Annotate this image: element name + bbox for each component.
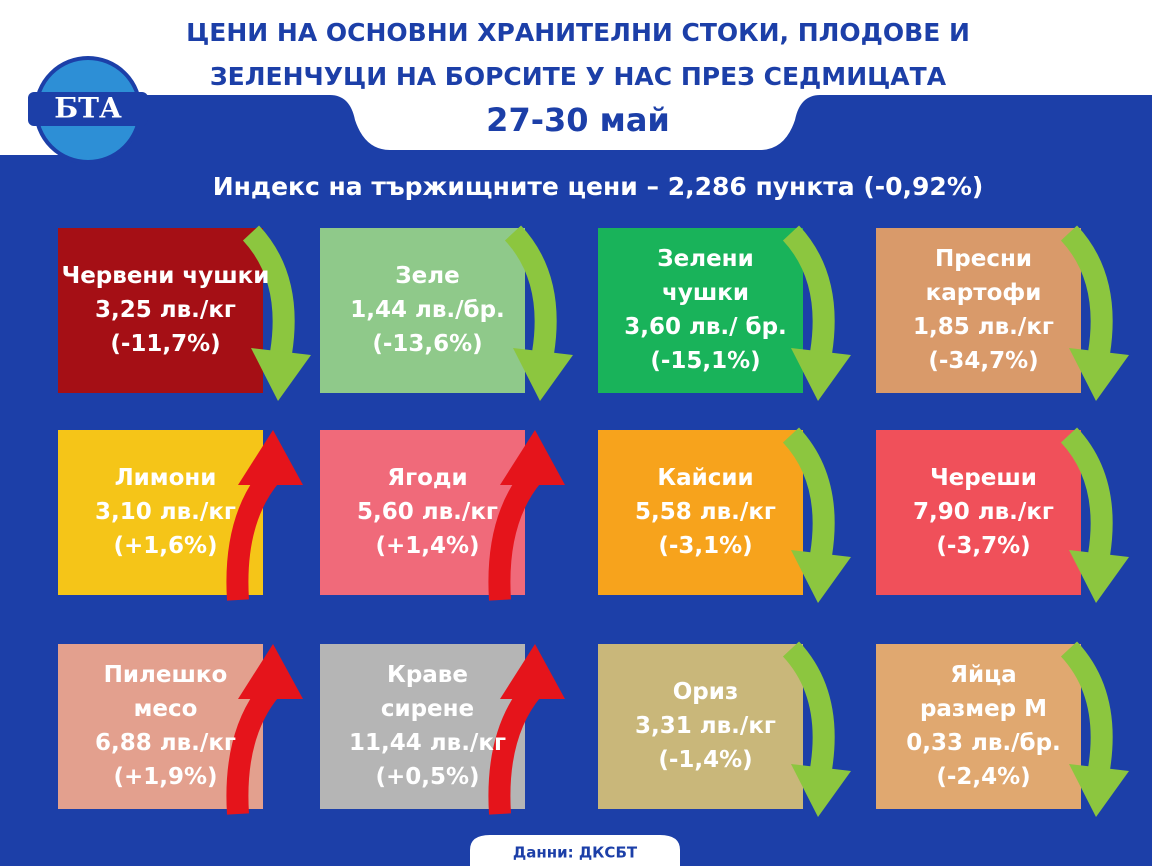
arrow-up (488, 681, 542, 815)
header-panel (0, 0, 1152, 150)
tile-name: Зелени (657, 246, 753, 272)
tile-name: Краве (387, 662, 468, 688)
tile-change: (-3,1%) (658, 533, 752, 559)
title-line: ЦЕНИ НА ОСНОВНИ ХРАНИТЕЛНИ СТОКИ, ПЛОДОВ… (186, 18, 970, 47)
tile-change: (-13,6%) (372, 331, 482, 357)
tile (876, 430, 1081, 595)
tile-name: сирене (381, 696, 474, 722)
arrow-head (791, 348, 851, 401)
arrow-head (500, 644, 565, 699)
arrow-up (226, 681, 280, 815)
source-panel (470, 835, 680, 866)
arrow-head (251, 348, 311, 401)
title-line: ЗЕЛЕНЧУЦИ НА БОРСИТЕ У НАС ПРЕЗ СЕДМИЦАТ… (210, 62, 947, 91)
arrow-down (242, 225, 295, 355)
tile (598, 430, 803, 595)
tile-name: чушки (662, 280, 749, 306)
tile (876, 644, 1081, 809)
tile-name: Ягоди (387, 465, 467, 491)
tile-change: (-3,7%) (936, 533, 1030, 559)
tile (320, 228, 525, 393)
tile-change: (+1,6%) (113, 533, 217, 559)
tile-name: размер М (920, 696, 1047, 722)
arrow-down (504, 225, 557, 355)
logo-band (28, 92, 148, 126)
tile-change: (-2,4%) (936, 764, 1030, 790)
arrow-down (782, 427, 835, 557)
arrow-head (791, 764, 851, 817)
tile-price: 3,60 лв./ бр. (624, 314, 787, 340)
tile-change: (-11,7%) (110, 331, 220, 357)
arrow-up (226, 467, 280, 601)
logo-text: БТА (54, 92, 122, 125)
tile-price: 7,90 лв./кг (913, 499, 1054, 525)
tiles: Червени чушки 3,25 лв./кг (-11,7%) Зеле 1,44… (58, 225, 1129, 817)
tile (598, 644, 803, 809)
tile-name: Червени чушки (62, 263, 270, 289)
tile-name: Ориз (673, 679, 739, 705)
tile-price: 3,10 лв./кг (95, 499, 236, 525)
arrow-head (1069, 764, 1129, 817)
tile-name: Череши (930, 465, 1037, 491)
tile-price: 1,44 лв./бр. (350, 297, 505, 323)
arrow-head (238, 644, 303, 699)
tile-name: месо (134, 696, 198, 722)
tile-price: 1,85 лв./кг (913, 314, 1054, 340)
arrow-down (782, 641, 835, 771)
tile (876, 228, 1081, 393)
tile-name: Яйца (950, 662, 1016, 688)
tile-name: Пресни (935, 246, 1032, 272)
arrow-head (500, 430, 565, 485)
logo: БТА (28, 56, 148, 164)
tile-name: Зеле (395, 263, 459, 289)
tile-price: 11,44 лв./кг (349, 730, 506, 756)
tile-price: 3,31 лв./кг (635, 713, 776, 739)
tile-price: 5,60 лв./кг (357, 499, 498, 525)
tile-price: 6,88 лв./кг (95, 730, 236, 756)
arrow-head (1069, 348, 1129, 401)
tile-price: 5,58 лв./кг (635, 499, 776, 525)
tile-price: 0,33 лв./бр. (906, 730, 1061, 756)
arrow-down (1060, 225, 1113, 355)
tile-name: Кайсии (657, 465, 753, 491)
tile-change: (-15,1%) (650, 348, 760, 374)
arrow-down (782, 225, 835, 355)
tile-change: (-1,4%) (658, 747, 752, 773)
arrow-head (513, 348, 573, 401)
arrow-down (1060, 427, 1113, 557)
tile (58, 228, 263, 393)
arrow-down (1060, 641, 1113, 771)
tile-change: (+0,5%) (375, 764, 479, 790)
tile-change: (-34,7%) (928, 348, 1038, 374)
tile-change: (+1,4%) (375, 533, 479, 559)
date: 27-30 май (486, 101, 670, 139)
tile-price: 3,25 лв./кг (95, 297, 236, 323)
tile-name: картофи (926, 280, 1042, 306)
arrow-head (791, 550, 851, 603)
arrow-head (238, 430, 303, 485)
arrow-head (1069, 550, 1129, 603)
tile-name: Пилешко (104, 662, 228, 688)
source: Данни: ДКСБТ (513, 844, 638, 862)
arrow-up (488, 467, 542, 601)
tile (598, 228, 803, 393)
index-text: Индекс на тържищните цени – 2,286 пункта… (213, 172, 984, 201)
tile-change: (+1,9%) (113, 764, 217, 790)
tile-name: Лимони (115, 465, 217, 491)
